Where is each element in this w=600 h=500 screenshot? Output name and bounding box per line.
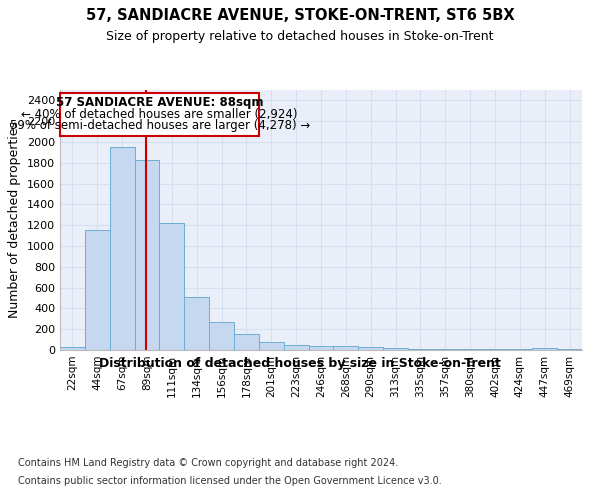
Bar (85, 230, 110, 350)
Bar (532, 348, 557, 350)
Bar (110, 147, 134, 350)
Text: 57, SANDIACRE AVENUE, STOKE-ON-TRENT, ST6 5BX: 57, SANDIACRE AVENUE, STOKE-ON-TRENT, ST… (86, 8, 514, 22)
Text: Distribution of detached houses by size in Stoke-on-Trent: Distribution of detached houses by size … (99, 358, 501, 370)
Bar (284, 345, 308, 350)
Bar (60, 347, 85, 350)
Bar (358, 348, 383, 350)
Bar (160, 223, 184, 350)
Bar (134, 160, 160, 350)
Text: 59% of semi-detached houses are larger (4,278) →: 59% of semi-detached houses are larger (… (10, 119, 310, 132)
Text: ← 40% of detached houses are smaller (2,924): ← 40% of detached houses are smaller (2,… (22, 108, 298, 120)
Bar (383, 348, 408, 350)
Text: Contains HM Land Registry data © Crown copyright and database right 2024.: Contains HM Land Registry data © Crown c… (18, 458, 398, 468)
Bar (234, 334, 259, 350)
Bar (408, 349, 433, 350)
Bar (184, 297, 209, 350)
Bar (259, 342, 284, 350)
Text: 57 SANDIACRE AVENUE: 88sqm: 57 SANDIACRE AVENUE: 88sqm (56, 96, 263, 109)
Y-axis label: Number of detached properties: Number of detached properties (8, 122, 22, 318)
Bar (308, 346, 334, 350)
Bar (334, 346, 358, 350)
Bar (61, 93, 259, 136)
Bar (209, 322, 234, 350)
Bar (433, 349, 458, 350)
Text: Size of property relative to detached houses in Stoke-on-Trent: Size of property relative to detached ho… (106, 30, 494, 43)
Text: Contains public sector information licensed under the Open Government Licence v3: Contains public sector information licen… (18, 476, 442, 486)
